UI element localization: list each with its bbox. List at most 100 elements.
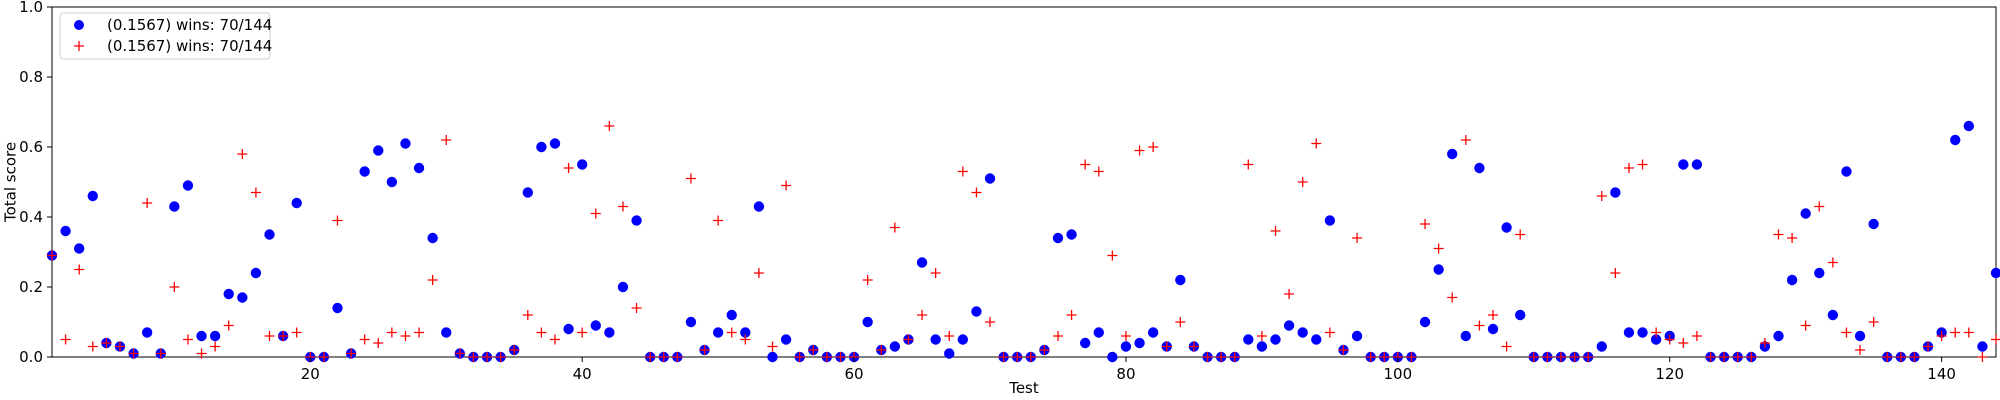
data-point-plus [1923,341,1934,352]
data-point-circle [1134,337,1145,349]
x-tick-label: 80 [1116,365,1135,383]
data-point-circle [1514,309,1526,321]
data-point-plus [672,352,683,362]
data-point-plus [1882,352,1893,362]
data-point-circle [590,320,601,331]
data-point-plus [1460,135,1471,145]
data-point-plus [1474,320,1485,331]
legend-marker-plus [74,41,84,51]
data-point-plus [1787,233,1798,243]
data-point-plus [1651,327,1662,338]
data-point-plus [1148,142,1159,152]
data-point-plus [767,341,778,352]
data-point-circle [916,257,928,268]
data-point-plus [1433,243,1444,254]
data-point-plus [509,345,520,355]
data-point-plus [631,303,642,313]
y-tick-label: 0.2 [19,278,43,296]
data-point-circle [1990,267,2000,279]
data-point-plus [1841,327,1852,338]
legend-label-series-1: (0.1567) wins: 70/144 [107,16,272,34]
data-point-circle [1447,148,1458,160]
data-point-circle [1691,159,1703,170]
data-point-circle [332,302,343,314]
data-point-plus [930,268,941,278]
data-point-plus [1623,163,1634,173]
data-point-circle [1107,351,1118,363]
data-point-plus [1746,352,1757,362]
data-point-plus [1515,229,1526,240]
x-tick-label: 100 [1384,365,1413,383]
data-point-plus [1977,352,1988,362]
data-point-plus [536,327,547,338]
data-point-circle [712,327,724,338]
data-point-circle [1827,309,1839,321]
data-point-plus [1420,219,1431,229]
data-point-circle [1963,120,1975,132]
data-point-plus [645,352,656,362]
data-point-plus [753,268,764,278]
data-point-plus [1093,166,1104,177]
data-point-plus [318,352,329,362]
data-point-circle [1351,330,1363,342]
y-axis-ticks: 0.0 0.2 0.4 0.6 0.8 1.0 [19,0,52,366]
x-axis-ticks: 20 40 60 80 100 120 140 [301,357,1956,383]
data-point-plus [1188,341,1199,352]
series-1 [46,120,2000,363]
legend: (0.1567) wins: 70/144 (0.1567) wins: 70/… [59,12,272,60]
data-point-plus [1107,250,1118,261]
data-point-plus [1216,352,1227,362]
data-point-circle [1786,274,1798,286]
data-point-plus [1895,352,1906,362]
data-point-plus [1719,352,1730,362]
x-tick-label: 60 [845,365,864,383]
data-point-plus [1039,345,1050,355]
data-point-plus [87,341,98,352]
data-point-plus [237,149,248,159]
data-point-circle [631,215,642,226]
data-point-circle [386,176,398,188]
data-point-plus [482,352,493,362]
data-point-plus [1270,226,1281,236]
data-point-plus [427,275,438,285]
data-point-plus [264,331,275,341]
data-point-plus [454,348,465,359]
data-point-circle [1610,187,1621,198]
data-point-plus [1379,352,1390,362]
x-tick-label: 120 [1655,365,1684,383]
legend-label-series-2: (0.1567) wins: 70/144 [107,37,272,55]
data-point-plus [74,264,85,275]
data-point-plus [889,222,900,233]
data-point-plus [699,345,710,355]
data-point-circle [1052,232,1064,244]
data-point-plus [1025,352,1036,362]
data-point-plus [346,348,357,359]
data-point-circle [780,334,792,345]
y-tick-label: 0.0 [19,348,43,366]
data-point-plus [604,121,615,131]
data-point-circle [522,187,534,198]
data-point-plus [1664,334,1675,345]
data-point-circle [1460,330,1472,342]
data-point-circle [1841,166,1852,177]
data-point-plus [196,348,207,359]
legend-marker-circle [74,20,84,30]
y-tick-label: 0.4 [19,208,43,226]
x-tick-label: 20 [301,365,320,383]
data-point-plus [971,187,982,198]
data-point-plus [876,345,887,355]
data-point-plus [1338,345,1349,355]
data-point-plus [142,198,153,208]
data-point-plus [155,348,166,359]
data-point-circle [767,351,778,363]
data-point-plus [1814,201,1825,212]
data-point-circle [1977,341,1988,352]
x-tick-label: 140 [1927,365,1956,383]
data-point-plus [1447,292,1458,303]
data-point-plus [590,208,601,219]
data-point-plus [101,338,112,348]
data-point-circle [1419,316,1431,328]
data-point-plus [332,215,343,226]
data-point-plus [414,327,425,338]
data-point-circle [1650,334,1662,345]
